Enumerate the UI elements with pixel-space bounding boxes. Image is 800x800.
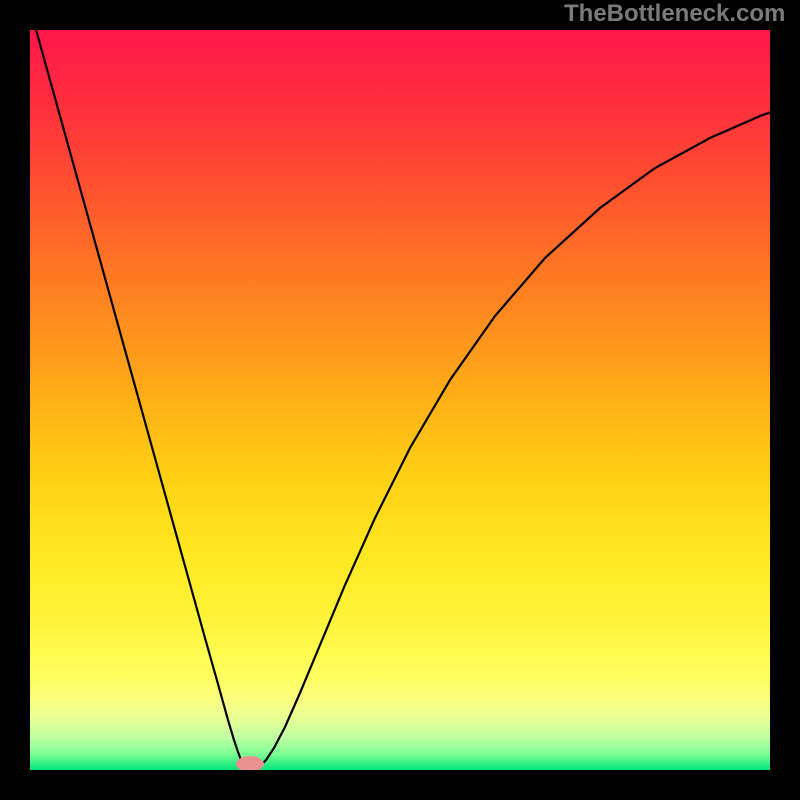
watermark-text: TheBottleneck.com bbox=[564, 0, 785, 28]
bottleneck-curve bbox=[30, 8, 785, 770]
outer-border-right bbox=[770, 0, 800, 800]
optimal-marker bbox=[236, 756, 264, 772]
outer-border-bottom bbox=[0, 770, 800, 800]
bottleneck-chart: TheBottleneck.com bbox=[0, 0, 800, 800]
outer-border-left bbox=[0, 0, 30, 800]
chart-svg bbox=[0, 0, 800, 800]
